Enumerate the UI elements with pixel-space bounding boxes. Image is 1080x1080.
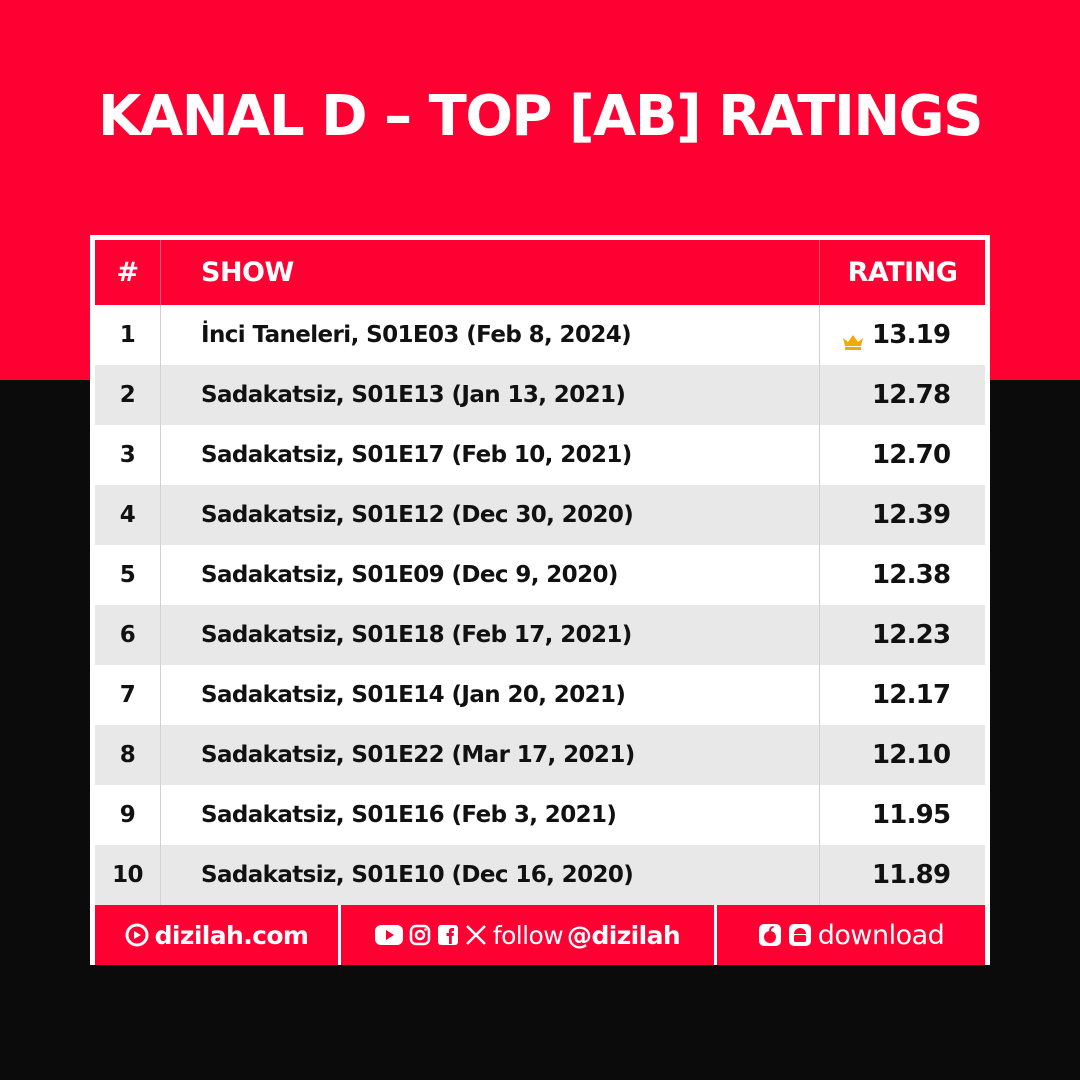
site-link[interactable]: dizilah.com: [95, 905, 341, 965]
rating-cell: 13.19: [820, 305, 985, 365]
rank-cell: 10: [112, 862, 143, 888]
show-cell: Sadakatsiz, S01E14 (Jan 20, 2021): [160, 665, 820, 725]
show-cell: Sadakatsiz, S01E17 (Feb 10, 2021): [160, 425, 820, 485]
rating-value: 12.39: [872, 500, 951, 530]
rank-cell: 8: [119, 742, 136, 768]
table-body: 1 İnci Taneleri, S01E03 (Feb 8, 2024) 13.1…: [95, 305, 985, 905]
table-header: # SHOW RATING: [95, 240, 985, 305]
rating-value: 12.78: [872, 380, 951, 410]
rating-value: 12.17: [872, 680, 951, 710]
rank-cell: 9: [119, 802, 136, 828]
rating-cell: 12.39: [820, 485, 985, 545]
rank-cell: 2: [119, 382, 136, 408]
rank-cell: 7: [119, 682, 136, 708]
rank-cell: 4: [119, 502, 136, 528]
rating-value: 11.95: [872, 800, 951, 830]
dizilah-logo-icon: [125, 923, 149, 947]
table-row: 9 Sadakatsiz, S01E16 (Feb 3, 2021) 11.95: [95, 785, 985, 845]
show-cell: Sadakatsiz, S01E16 (Feb 3, 2021): [160, 785, 820, 845]
table-row: 10 Sadakatsiz, S01E10 (Dec 16, 2020) 11.89: [95, 845, 985, 905]
show-cell: Sadakatsiz, S01E09 (Dec 9, 2020): [160, 545, 820, 605]
youtube-icon[interactable]: [374, 925, 403, 945]
rating-cell: 12.38: [820, 545, 985, 605]
download-link[interactable]: download: [717, 905, 985, 965]
table-row: 6 Sadakatsiz, S01E18 (Feb 17, 2021) 12.23: [95, 605, 985, 665]
apple-icon: [758, 923, 782, 947]
table-row: 2 Sadakatsiz, S01E13 (Jan 13, 2021) 12.78: [95, 365, 985, 425]
x-icon[interactable]: [465, 924, 487, 946]
show-cell: Sadakatsiz, S01E22 (Mar 17, 2021): [160, 725, 820, 785]
footer-bar: dizilah.com follow @dizilah: [95, 905, 985, 965]
show-cell: Sadakatsiz, S01E10 (Dec 16, 2020): [160, 845, 820, 905]
crown-icon: [842, 327, 864, 350]
rating-value: 13.19: [872, 320, 951, 350]
table-row: 8 Sadakatsiz, S01E22 (Mar 17, 2021) 12.10: [95, 725, 985, 785]
rank-cell: 1: [119, 322, 136, 348]
rating-value: 11.89: [872, 860, 951, 890]
instagram-icon[interactable]: [409, 924, 431, 946]
social-links: follow @dizilah: [341, 905, 717, 965]
rating-cell: 12.23: [820, 605, 985, 665]
social-handle[interactable]: @dizilah: [567, 920, 681, 950]
show-cell: Sadakatsiz, S01E12 (Dec 30, 2020): [160, 485, 820, 545]
follow-label: follow: [492, 920, 564, 950]
table-row: 5 Sadakatsiz, S01E09 (Dec 9, 2020) 12.38: [95, 545, 985, 605]
rating-cell: 12.78: [820, 365, 985, 425]
table-row: 7 Sadakatsiz, S01E14 (Jan 20, 2021) 12.17: [95, 665, 985, 725]
rating-cell: 11.95: [820, 785, 985, 845]
rating-cell: 12.17: [820, 665, 985, 725]
download-label: download: [817, 919, 945, 951]
rating-value: 12.10: [872, 740, 951, 770]
table-row: 3 Sadakatsiz, S01E17 (Feb 10, 2021) 12.70: [95, 425, 985, 485]
column-header-rating: RATING: [847, 257, 958, 288]
rank-cell: 6: [119, 622, 136, 648]
rating-cell: 12.10: [820, 725, 985, 785]
rank-cell: 3: [119, 442, 136, 468]
rating-cell: 11.89: [820, 845, 985, 905]
rating-value: 12.70: [872, 440, 951, 470]
table-row: 4 Sadakatsiz, S01E12 (Dec 30, 2020) 12.39: [95, 485, 985, 545]
page-title: KANAL D – TOP [AB] RATINGS: [98, 84, 983, 149]
rating-cell: 12.70: [820, 425, 985, 485]
column-header-rank: #: [116, 257, 139, 288]
rating-value: 12.23: [872, 620, 951, 650]
android-icon: [788, 923, 812, 947]
rating-value: 12.38: [872, 560, 951, 590]
facebook-icon[interactable]: [437, 924, 459, 946]
column-header-show: SHOW: [160, 240, 820, 305]
rank-cell: 5: [119, 562, 136, 588]
show-cell: Sadakatsiz, S01E18 (Feb 17, 2021): [160, 605, 820, 665]
show-cell: Sadakatsiz, S01E13 (Jan 13, 2021): [160, 365, 820, 425]
ratings-table: # SHOW RATING 1 İnci Taneleri, S01E03 (Fe…: [90, 235, 990, 965]
site-link-label: dizilah.com: [154, 920, 309, 950]
table-row: 1 İnci Taneleri, S01E03 (Feb 8, 2024) 13.1…: [95, 305, 985, 365]
show-cell: İnci Taneleri, S01E03 (Feb 8, 2024): [160, 305, 820, 365]
